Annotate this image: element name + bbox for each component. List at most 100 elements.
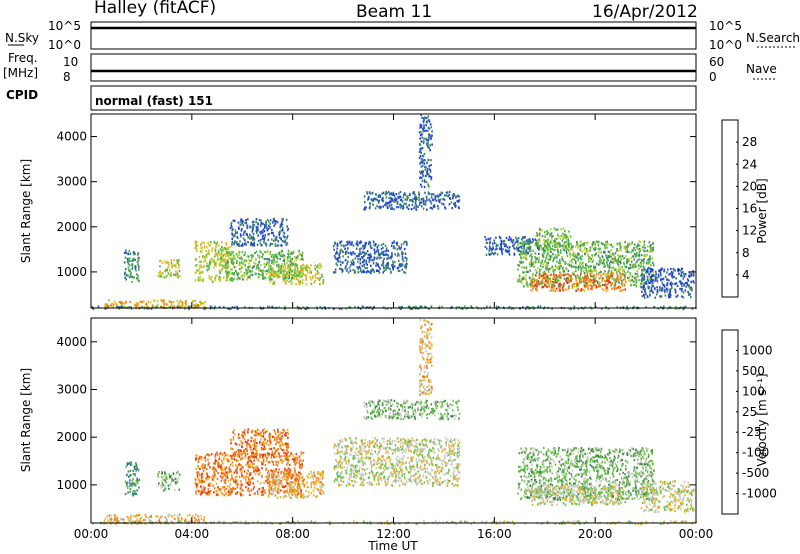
power-cell-4 xyxy=(300,265,302,268)
power-cell-5 xyxy=(236,236,239,239)
power-cell-13 xyxy=(683,283,685,286)
power-cell-10 xyxy=(522,276,524,279)
velocity-cell-2 xyxy=(231,461,234,464)
power-cell-2 xyxy=(231,268,233,271)
power-cell-4 xyxy=(304,279,307,282)
power-cell-15 xyxy=(464,305,466,308)
power-cell-4 xyxy=(316,277,319,280)
power-cell-11 xyxy=(556,287,558,290)
power-cell-1 xyxy=(175,270,177,273)
power-cell-3 xyxy=(247,270,249,273)
power-cell-11 xyxy=(553,279,556,282)
power-cell-10 xyxy=(577,276,580,279)
power-cell-7 xyxy=(402,196,405,199)
power-cell-5 xyxy=(244,242,247,245)
power-cell-11 xyxy=(621,273,623,277)
power-cell-5 xyxy=(269,222,271,225)
power-cell-15 xyxy=(569,307,571,310)
power-cell-4 xyxy=(269,277,272,280)
power-cell-3 xyxy=(240,275,243,278)
power-cell-6 xyxy=(356,240,359,243)
power-cell-7 xyxy=(435,199,438,202)
power-cell-3 xyxy=(245,268,247,271)
power-cell-13 xyxy=(674,291,677,294)
power-cell-11 xyxy=(578,280,581,283)
power-cell-3 xyxy=(240,266,243,269)
power-cell-11 xyxy=(577,288,580,291)
power-cell-5 xyxy=(261,235,264,238)
power-cell-10 xyxy=(576,241,578,244)
power-cell-10 xyxy=(523,285,525,288)
velocity-cell-2 xyxy=(241,470,243,473)
power-cell-5 xyxy=(272,239,275,242)
power-cell-15 xyxy=(203,307,206,311)
power-cell-10 xyxy=(583,248,586,251)
power-cell-15 xyxy=(319,306,322,309)
power-cell-6 xyxy=(363,254,366,257)
velocity-cell-2 xyxy=(223,489,226,492)
power-cell-6 xyxy=(383,266,385,270)
power-cell-8 xyxy=(421,159,423,162)
velocity-cell-2 xyxy=(204,455,207,458)
power-cell-3 xyxy=(301,275,303,278)
power-cell-5 xyxy=(259,224,262,227)
power-cell-3 xyxy=(301,253,303,257)
power-cell-15 xyxy=(227,307,229,310)
power-cell-6 xyxy=(404,271,407,274)
power-cell-13 xyxy=(674,269,676,272)
power-cell-13 xyxy=(650,270,653,273)
power-cell-10 xyxy=(584,246,586,249)
power-cell-2 xyxy=(223,260,226,263)
power-cell-5 xyxy=(284,241,287,244)
power-cell-6 xyxy=(342,244,345,247)
power-cell-10 xyxy=(641,245,644,249)
velocity-cell-2 xyxy=(235,469,237,472)
power-cell-13 xyxy=(688,292,690,295)
power-cell-3 xyxy=(267,268,270,271)
power-cell-7 xyxy=(366,192,369,195)
power-cell-10 xyxy=(648,241,651,244)
power-cell-10 xyxy=(633,263,636,266)
power-cell-7 xyxy=(440,191,443,194)
power-cell-10 xyxy=(616,242,619,245)
power-cell-7 xyxy=(408,204,410,207)
power-cell-3 xyxy=(262,269,264,272)
power-cell-7 xyxy=(422,197,425,200)
power-cell-10 xyxy=(583,283,586,287)
power-cell-14 xyxy=(199,300,201,303)
power-cell-6 xyxy=(376,269,378,272)
power-cell-3 xyxy=(250,273,252,276)
power-cell-5 xyxy=(244,239,246,242)
power-cell-10 xyxy=(551,280,554,284)
velocity-cell-2 xyxy=(272,476,274,479)
power-cell-9 xyxy=(502,248,504,251)
power-cell-5 xyxy=(263,239,266,242)
velocity-cell-2 xyxy=(234,453,237,456)
velocity-cell-2 xyxy=(268,452,271,455)
velocity-cell-2 xyxy=(279,458,282,461)
power-cell-10 xyxy=(648,266,650,269)
power-cell-12 xyxy=(544,235,546,238)
power-cell-10 xyxy=(567,269,570,272)
power-cell-5 xyxy=(257,239,260,242)
power-cell-10 xyxy=(624,240,626,244)
power-cell-3 xyxy=(245,270,248,273)
velocity-cell-1 xyxy=(162,478,165,481)
power-cell-10 xyxy=(548,267,551,270)
velocity-cell-2 xyxy=(212,474,214,477)
power-cell-10 xyxy=(632,265,634,268)
power-cell-12 xyxy=(556,242,559,245)
velocity-cell-1 xyxy=(168,487,170,490)
power-cell-13 xyxy=(670,287,672,291)
power-cell-5 xyxy=(259,242,262,245)
power-cell-3 xyxy=(228,271,230,274)
power-cell-7 xyxy=(436,194,439,197)
power-cell-11 xyxy=(586,285,589,288)
power-cell-7 xyxy=(370,198,373,201)
velocity-cell-2 xyxy=(225,453,227,456)
power-cell-3 xyxy=(283,256,285,259)
power-cell-11 xyxy=(546,280,548,283)
power-cell-5 xyxy=(262,228,265,231)
power-cell-2 xyxy=(199,264,201,267)
power-cell-10 xyxy=(517,280,519,283)
